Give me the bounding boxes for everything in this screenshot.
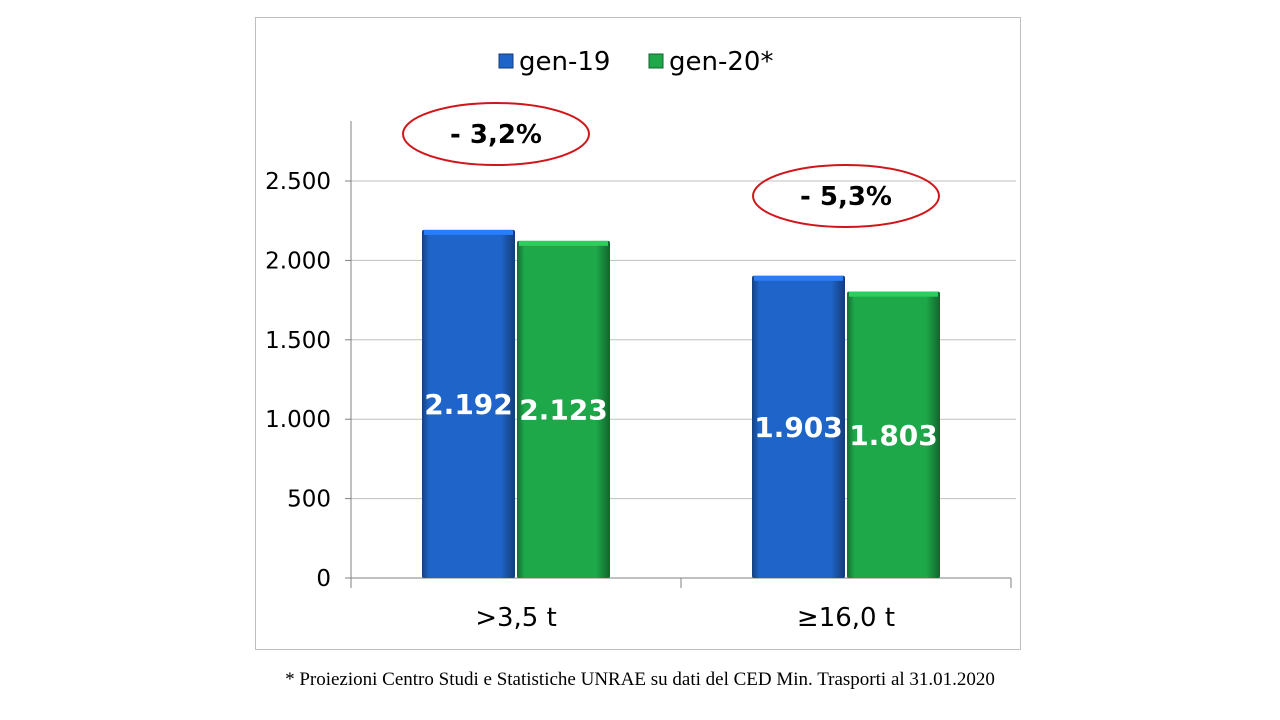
bar-top-highlight: [849, 291, 938, 297]
y-tick-label: 2.000: [265, 248, 331, 274]
bar-top-highlight: [519, 240, 608, 246]
bar-top-highlight: [754, 275, 843, 281]
legend-swatch-gen19: [498, 53, 514, 69]
chart-frame: 0 500 1.000 1.500 2.000 2.500 2.192 2.123 >3,5 t…: [255, 17, 1021, 650]
bar-gen19-0: [422, 229, 515, 578]
y-tick-label: 500: [287, 487, 331, 513]
bar-top-highlight: [424, 229, 513, 235]
bar-value-label: 1.803: [849, 419, 938, 452]
bar-gen20-0: [517, 240, 610, 578]
annotation-label: - 5,3%: [800, 182, 892, 212]
bar-value-label: 1.903: [754, 411, 843, 444]
y-tick-label: 1.000: [265, 407, 331, 433]
annotation-ellipse: [402, 102, 590, 166]
x-category-label: ≥16,0 t: [797, 603, 895, 633]
y-tick-label: 0: [316, 566, 331, 592]
footnote: * Proiezioni Centro Studi e Statistiche …: [285, 669, 995, 690]
annotation-label: - 3,2%: [450, 120, 542, 150]
bar-gen20-1: [847, 291, 940, 578]
bar-value-label: 2.123: [519, 393, 608, 426]
legend-swatch-gen20: [648, 53, 664, 69]
y-tick-label: 2.500: [265, 169, 331, 195]
bar-gen19-1: [752, 275, 845, 578]
bar-chart: 0 500 1.000 1.500 2.000 2.500 2.192 2.123 >3,5 t…: [265, 47, 1016, 633]
y-tick-label: 1.500: [265, 328, 331, 354]
x-category-label: >3,5 t: [475, 603, 557, 633]
legend-label: gen-19: [519, 47, 610, 77]
annotation-ellipse: [752, 164, 940, 228]
bar-value-label: 2.192: [424, 388, 513, 421]
legend-label: gen-20*: [669, 47, 773, 77]
